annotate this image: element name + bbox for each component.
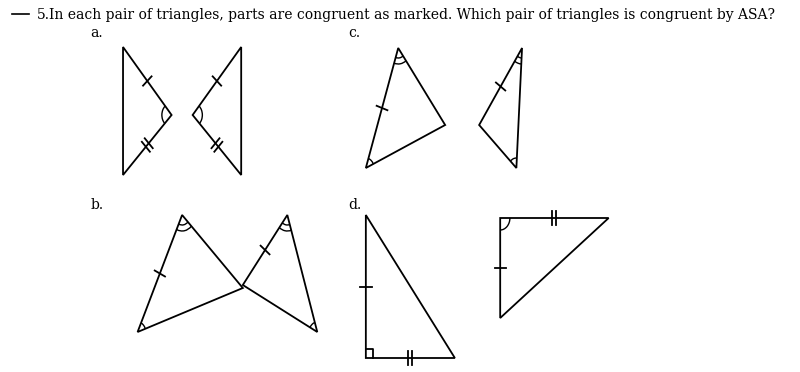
Text: d.: d. [348, 198, 362, 212]
Text: c.: c. [348, 26, 360, 40]
Text: In each pair of triangles, parts are congruent as marked. Which pair of triangle: In each pair of triangles, parts are con… [49, 8, 774, 22]
Text: a.: a. [90, 26, 103, 40]
Text: b.: b. [90, 198, 104, 212]
Text: 5.: 5. [38, 8, 50, 22]
